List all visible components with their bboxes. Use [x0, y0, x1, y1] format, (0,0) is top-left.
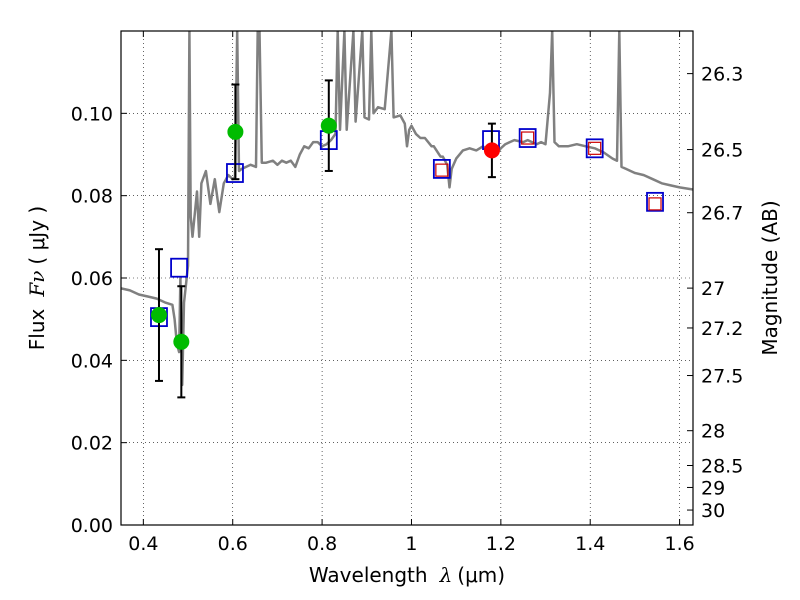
photometry-square: [435, 163, 449, 177]
x-tick-label: 0.4: [128, 533, 158, 555]
y2-tick-label: 29: [701, 477, 725, 499]
y-tick-label: 0.02: [71, 433, 113, 455]
y2-tick-label: 26.3: [701, 64, 743, 86]
x-tick-label: 1.4: [575, 533, 605, 555]
photometry-square: [521, 131, 535, 145]
model-photometry-square: [170, 257, 188, 278]
y-tick-label: 0.06: [71, 268, 113, 290]
data-markers: [150, 79, 664, 399]
y2-tick-label: 28.5: [701, 455, 743, 477]
y-tick-label: 0.10: [71, 103, 113, 125]
spectrum-line: [121, 31, 693, 387]
green-data-point: [320, 117, 337, 134]
red-data-point: [483, 142, 500, 159]
x-axis: 0.4 0.6 0.8 1 1.2 1.4 1.6: [128, 31, 695, 555]
model-spectrum: [121, 31, 693, 387]
model-photometry-square: [432, 159, 451, 179]
y2-tick-label: 27: [701, 278, 725, 300]
model-photometry-square: [646, 191, 664, 212]
photometry-square: [588, 141, 602, 155]
x-tick-label: 1.2: [486, 533, 516, 555]
x-tick-label: 1: [405, 533, 417, 555]
x-tick-label: 1.6: [664, 533, 694, 555]
photometry-square: [648, 197, 662, 211]
plot-frame: [120, 30, 694, 526]
y-tick-label: 0.04: [71, 350, 113, 372]
y-tick-label: 0.08: [71, 186, 113, 208]
green-data-point: [150, 307, 167, 324]
y2-tick-label: 26.7: [701, 203, 743, 225]
x-axis-label: Wavelength λ (μm): [309, 563, 505, 587]
y2-tick-label: 27.2: [701, 318, 743, 340]
y2-tick-label: 28: [701, 421, 725, 443]
y2-tick-label: 30: [701, 500, 725, 522]
y-axis-label: FluxFν( μJy ): [25, 206, 49, 350]
y-axis: 0.00 0.02 0.04 0.06 0.08 0.10: [71, 103, 127, 537]
y2-tick-label: 26.5: [701, 140, 743, 162]
y2-axis-label: Magnitude (AB): [758, 200, 782, 355]
y-tick-label: 0.00: [71, 515, 113, 537]
x-tick-label: 0.6: [218, 533, 248, 555]
green-data-point: [227, 123, 244, 140]
grid: [121, 31, 693, 525]
green-data-point: [173, 333, 190, 350]
y2-tick-label: 27.5: [701, 366, 743, 388]
model-photometry-square: [518, 128, 537, 148]
model-photometry-square: [585, 138, 604, 159]
x-tick-label: 0.8: [307, 533, 337, 555]
